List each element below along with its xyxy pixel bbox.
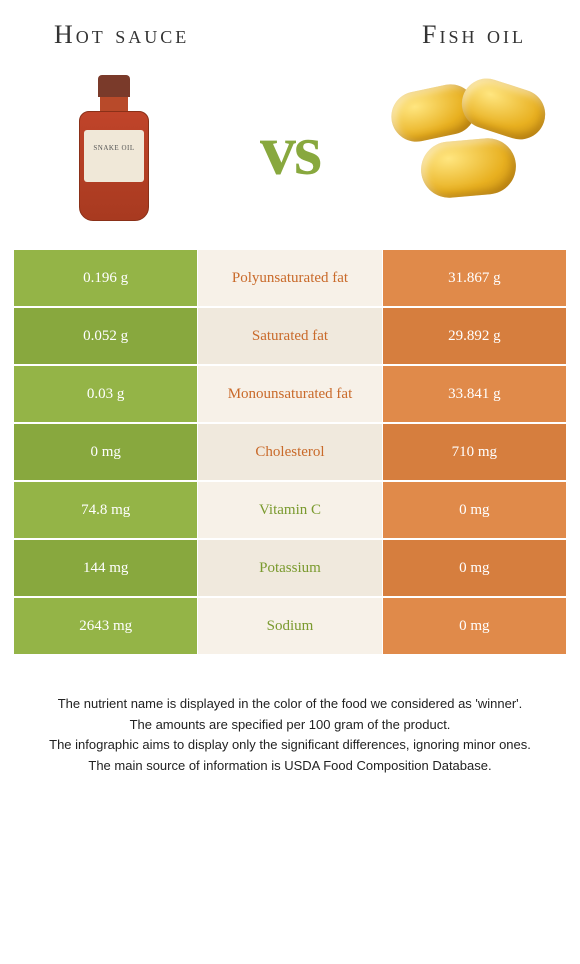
value-right: 0 mg [382, 540, 566, 596]
fish-oil-image [376, 70, 556, 230]
comparison-table: 0.196 gPolyunsaturated fat31.867 g0.052 … [14, 250, 566, 654]
title-right: Fish oil [422, 20, 526, 50]
table-row: 0 mgCholesterol710 mg [14, 424, 566, 480]
nutrient-label: Monounsaturated fat [198, 366, 381, 422]
footer-line: The amounts are specified per 100 gram o… [34, 715, 546, 735]
value-right: 710 mg [382, 424, 566, 480]
table-row: 74.8 mgVitamin C0 mg [14, 482, 566, 538]
footer-notes: The nutrient name is displayed in the co… [14, 694, 566, 775]
value-left: 0 mg [14, 424, 198, 480]
nutrient-label: Sodium [198, 598, 381, 654]
footer-line: The infographic aims to display only the… [34, 735, 546, 755]
value-right: 33.841 g [382, 366, 566, 422]
hot-sauce-image: SNAKE OIL [24, 70, 204, 230]
bottle-label: SNAKE OIL [84, 130, 144, 182]
value-left: 144 mg [14, 540, 198, 596]
table-row: 0.196 gPolyunsaturated fat31.867 g [14, 250, 566, 306]
header: Hot sauce Fish oil [14, 20, 566, 60]
value-left: 74.8 mg [14, 482, 198, 538]
table-row: 0.03 gMonounsaturated fat33.841 g [14, 366, 566, 422]
images-row: SNAKE OIL vs [14, 60, 566, 250]
footer-line: The main source of information is USDA F… [34, 756, 546, 776]
nutrient-label: Vitamin C [198, 482, 381, 538]
table-row: 2643 mgSodium0 mg [14, 598, 566, 654]
table-row: 144 mgPotassium0 mg [14, 540, 566, 596]
value-left: 0.196 g [14, 250, 198, 306]
footer-line: The nutrient name is displayed in the co… [34, 694, 546, 714]
nutrient-label: Potassium [198, 540, 381, 596]
value-right: 0 mg [382, 482, 566, 538]
vs-text: vs [260, 109, 320, 192]
nutrient-label: Saturated fat [198, 308, 381, 364]
value-left: 2643 mg [14, 598, 198, 654]
value-left: 0.052 g [14, 308, 198, 364]
table-row: 0.052 gSaturated fat29.892 g [14, 308, 566, 364]
value-right: 29.892 g [382, 308, 566, 364]
value-left: 0.03 g [14, 366, 198, 422]
value-right: 0 mg [382, 598, 566, 654]
nutrient-label: Polyunsaturated fat [198, 250, 381, 306]
nutrient-label: Cholesterol [198, 424, 381, 480]
value-right: 31.867 g [382, 250, 566, 306]
title-left: Hot sauce [54, 20, 189, 50]
